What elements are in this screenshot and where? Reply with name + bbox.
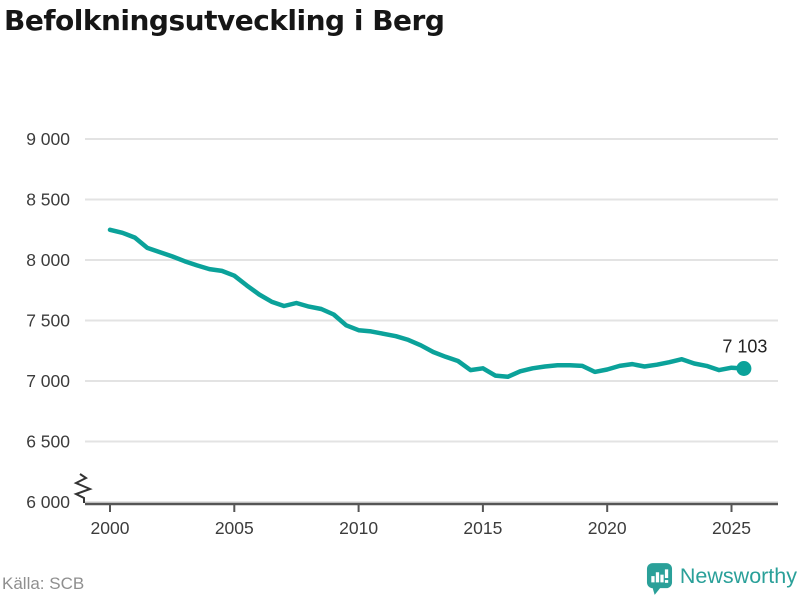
x-axis: 2000 2005 2010 2015 2020 2025 [85,502,778,538]
latest-value-dot [736,361,752,376]
svg-text:8 500: 8 500 [26,190,70,210]
svg-text:2000: 2000 [91,518,130,538]
svg-text:9 000: 9 000 [26,129,70,149]
newsworthy-logo[interactable]: Newsworthy [646,562,797,596]
svg-text:2005: 2005 [215,518,254,538]
latest-value-label: 7 103 [722,337,767,357]
svg-text:2020: 2020 [588,518,627,538]
page-title: Befolkningsutveckling i Berg [4,4,445,37]
newsworthy-logo-icon [646,563,672,595]
svg-text:6 000: 6 000 [26,492,70,512]
svg-text:7 000: 7 000 [26,371,70,391]
newsworthy-logo-text: Newsworthy [679,564,797,588]
svg-text:8 000: 8 000 [26,250,70,270]
svg-text:2025: 2025 [712,518,751,538]
gridlines [85,138,778,503]
population-series [107,227,747,380]
source-label: Källa: SCB [2,574,85,593]
y-axis-labels: 6 000 6 500 7 000 7 500 8 000 8 500 9 000 [26,129,70,512]
svg-text:7 500: 7 500 [26,311,70,331]
svg-text:6 500: 6 500 [26,432,70,452]
svg-text:2015: 2015 [463,518,502,538]
svg-text:2010: 2010 [339,518,378,538]
axis-break-icon [73,473,93,503]
